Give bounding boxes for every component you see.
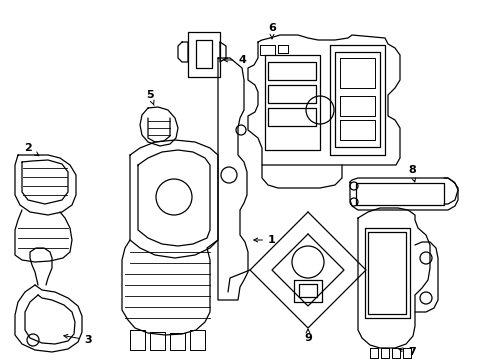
Text: 9: 9 bbox=[304, 329, 311, 343]
Text: 1: 1 bbox=[253, 235, 275, 245]
Text: 3: 3 bbox=[63, 334, 92, 345]
Text: 8: 8 bbox=[407, 165, 415, 182]
Text: 2: 2 bbox=[24, 143, 39, 156]
Text: 4: 4 bbox=[224, 55, 245, 65]
Text: 5: 5 bbox=[146, 90, 154, 105]
Text: 6: 6 bbox=[267, 23, 275, 39]
Text: 7: 7 bbox=[398, 347, 415, 357]
